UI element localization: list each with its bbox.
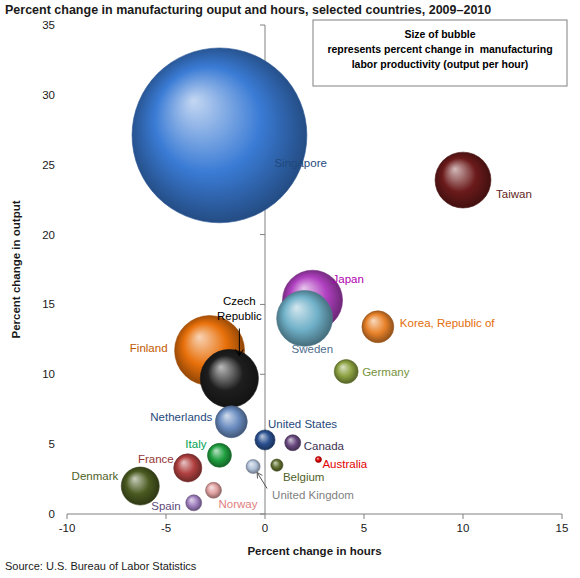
bubble-label: Spain: [151, 500, 180, 512]
y-tick: [260, 25, 265, 26]
label-arrowhead: [235, 349, 243, 355]
source: Source: U.S. Bureau of Labor Statistics: [5, 560, 197, 572]
x-tick: [562, 514, 563, 519]
x-axis-line: [67, 514, 562, 515]
bubble-label: Belgium: [283, 471, 325, 483]
y-tick-label: 0: [49, 508, 55, 520]
y-tick: [260, 514, 265, 515]
bubble-label: France: [138, 453, 174, 465]
label-arrow: [239, 328, 240, 355]
bubble-label: United Kingdom: [272, 489, 354, 501]
x-tick-label: 5: [361, 522, 367, 534]
x-tick: [265, 514, 266, 519]
y-tick-label: 25: [42, 159, 55, 171]
y-tick-label: 10: [42, 368, 55, 380]
bubble-label: Japan: [333, 273, 364, 285]
y-tick-label: 15: [42, 298, 55, 310]
title: Percent change in manufacturing ouput an…: [5, 3, 491, 17]
bubble-label: Taiwan: [496, 188, 532, 200]
bubble: [255, 430, 275, 450]
bubble-label: Finland: [130, 342, 168, 354]
bubble-label: Denmark: [72, 470, 119, 482]
x-tick-label: -5: [161, 522, 171, 534]
bubble: [206, 482, 222, 498]
bubble-label: Australia: [322, 458, 367, 470]
y-tick: [260, 304, 265, 305]
x-tick: [364, 514, 365, 519]
bubble-label: Singapore: [274, 157, 326, 169]
chart: Percent change in manufacturing ouput an…: [0, 0, 580, 578]
bubble: [315, 456, 321, 462]
bubble: [435, 152, 491, 208]
bubble-label: Italy: [185, 438, 206, 450]
bubble: [174, 454, 202, 482]
bubble-label: Norway: [219, 498, 258, 510]
bubble: [186, 495, 202, 511]
x-tick-label: -10: [59, 522, 76, 534]
bubble: [207, 443, 231, 467]
size-note-box: [313, 20, 567, 86]
label-line: Czech: [223, 295, 256, 307]
bubble: [200, 349, 258, 407]
x-axis-label: Percent change in hours: [247, 545, 381, 557]
x-tick: [67, 514, 68, 519]
y-axis-label: Percent change in output: [10, 200, 22, 338]
label-arrow: [257, 472, 267, 488]
size-note: represents percent change in manufacturi…: [327, 43, 552, 55]
bubble: [215, 406, 247, 438]
x-tick-label: 10: [457, 522, 470, 534]
y-tick-label: 35: [42, 19, 55, 31]
label-line: Republic: [217, 310, 262, 322]
y-tick-label: 5: [49, 438, 55, 450]
bubble-label: Netherlands: [150, 411, 212, 423]
y-tick: [260, 374, 265, 375]
bubble-label: Germany: [362, 366, 410, 378]
bubble-label: Canada: [304, 440, 345, 452]
x-tick-label: 15: [556, 522, 569, 534]
size-note: labor productivity (output per hour): [352, 58, 529, 70]
label-arrowhead: [257, 472, 262, 478]
background: [0, 0, 580, 578]
bubble: [277, 290, 333, 346]
x-tick-label: 0: [262, 522, 268, 534]
bubble: [132, 48, 307, 223]
bubble: [285, 435, 301, 451]
size-note: Size of bubble: [404, 28, 475, 40]
bubble-label: United States: [268, 418, 337, 430]
y-tick: [260, 234, 265, 235]
bubble: [334, 360, 358, 384]
bubble: [271, 459, 283, 471]
bubble: [362, 311, 394, 343]
bubble-label: Sweden: [292, 343, 334, 355]
bubbles: [121, 48, 491, 511]
x-tick: [463, 514, 464, 519]
y-tick-label: 30: [42, 89, 55, 101]
y-tick-label: 20: [42, 229, 55, 241]
x-tick: [166, 514, 167, 519]
bubble: [246, 459, 260, 473]
bubble-label: Korea, Republic of: [400, 317, 495, 329]
bubble-label: Czech Republic: [217, 295, 262, 322]
